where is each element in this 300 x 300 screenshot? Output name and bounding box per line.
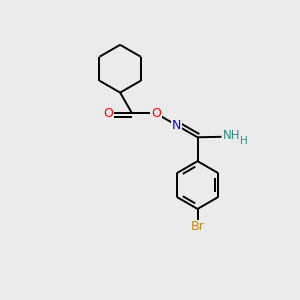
Text: N: N [172, 119, 182, 132]
Text: H: H [240, 136, 248, 146]
Text: Br: Br [191, 220, 204, 233]
Text: O: O [103, 107, 113, 120]
Text: O: O [151, 107, 161, 120]
Text: NH: NH [223, 129, 241, 142]
